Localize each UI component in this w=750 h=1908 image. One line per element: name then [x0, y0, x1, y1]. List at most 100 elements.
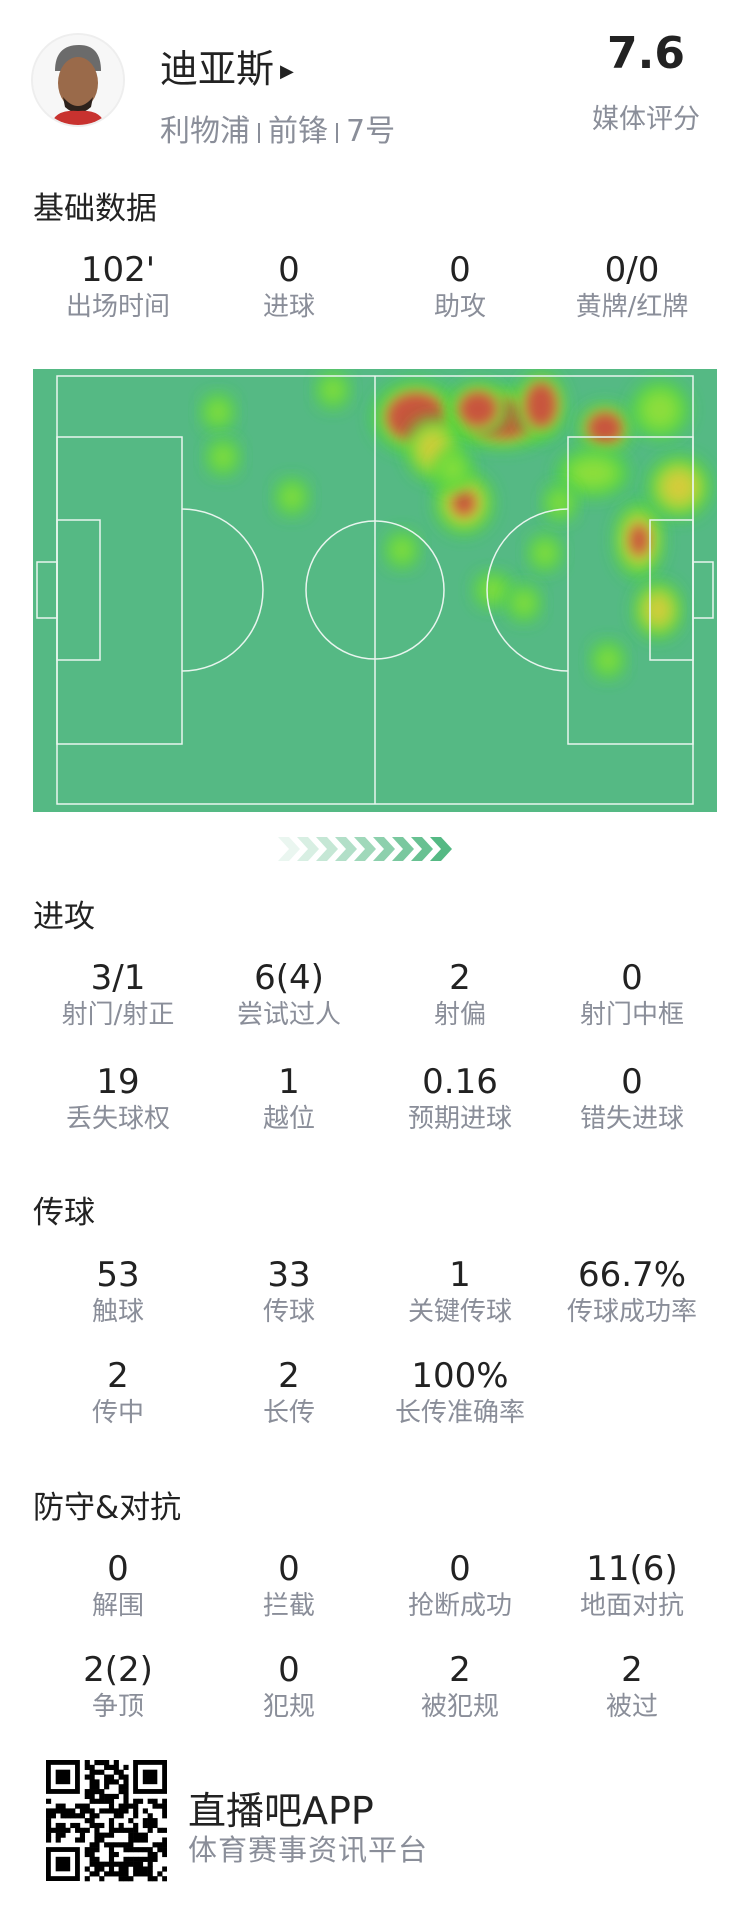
qr-module	[108, 1856, 115, 1862]
qr-module	[118, 1871, 124, 1877]
attack-direction-arrows	[278, 835, 478, 869]
divider	[336, 122, 338, 143]
stat-item: 19 丢失球权	[33, 1062, 203, 1136]
qr-module	[152, 1822, 158, 1829]
heat-spot	[436, 473, 492, 533]
stat-label: 射偏	[433, 1000, 486, 1030]
qr-module	[118, 1876, 124, 1882]
stat-item: 2 被过	[547, 1650, 717, 1724]
stat-label: 触球	[91, 1297, 144, 1327]
section-title-defense: 防守&对抗	[33, 1490, 182, 1526]
stat-value: 100%	[411, 1356, 509, 1396]
qr-module	[118, 1774, 124, 1780]
qr-module	[133, 1866, 139, 1872]
heat-spot	[632, 382, 688, 438]
qr-module	[108, 1822, 115, 1829]
heat-spot	[208, 439, 238, 475]
chevron-right-icon	[354, 837, 376, 861]
qr-module	[94, 1822, 100, 1829]
qr-module	[104, 1832, 110, 1838]
qr-module	[46, 1818, 52, 1824]
qr-module	[133, 1798, 139, 1804]
stat-item: 2 传中	[33, 1356, 203, 1430]
stat-label: 地面对抗	[579, 1591, 684, 1621]
qr-module	[113, 1764, 119, 1770]
qr-module	[108, 1842, 115, 1848]
stat-item: 1 越位	[204, 1062, 374, 1136]
qr-module	[147, 1851, 153, 1858]
qr-module	[137, 1856, 144, 1862]
qr-module	[123, 1803, 129, 1809]
section-title-attack: 进攻	[33, 899, 95, 935]
stat-item: 0 抢断成功	[375, 1549, 545, 1623]
qr-module	[162, 1847, 168, 1853]
stat-value: 0	[449, 1549, 471, 1589]
player-photo	[33, 35, 123, 125]
stat-item: 0 犯规	[204, 1650, 374, 1724]
qr-module	[113, 1779, 119, 1785]
qr-module	[162, 1866, 168, 1872]
stat-item: 66.7% 传球成功率	[547, 1255, 717, 1329]
qr-module	[108, 1832, 115, 1838]
qr-module	[94, 1779, 100, 1785]
stat-value: 19	[96, 1062, 140, 1102]
stat-value: 0	[278, 1650, 300, 1690]
heat-spot	[635, 582, 681, 638]
qr-module	[147, 1818, 153, 1824]
stat-value: 0	[449, 250, 471, 290]
qr-module	[89, 1764, 95, 1770]
qr-module	[123, 1808, 129, 1814]
qr-module	[123, 1764, 129, 1770]
qr-module	[94, 1813, 100, 1819]
qr-module	[99, 1861, 105, 1867]
qr-module	[46, 1827, 52, 1833]
stat-value: 53	[96, 1255, 140, 1295]
stat-value: 2	[107, 1356, 129, 1396]
qr-module	[147, 1876, 153, 1882]
stat-value: 0	[278, 250, 300, 290]
qr-module	[142, 1822, 148, 1829]
stat-item: 11(6) 地面对抗	[547, 1549, 717, 1623]
qr-module	[55, 1822, 61, 1829]
qr-module	[84, 1827, 90, 1833]
heat-spot	[558, 450, 628, 496]
chevron-right-icon	[335, 837, 357, 861]
qr-module	[75, 1837, 81, 1843]
stat-item: 53 触球	[33, 1255, 203, 1329]
stat-item: 2 被犯规	[375, 1650, 545, 1724]
qr-module	[99, 1822, 105, 1829]
qr-module	[142, 1856, 148, 1862]
qr-module	[142, 1808, 148, 1814]
qr-module	[128, 1837, 134, 1843]
qr-module	[89, 1813, 95, 1819]
qr-module	[108, 1847, 115, 1853]
app-name: 直播吧APP	[188, 1789, 374, 1833]
qr-module	[50, 1813, 56, 1819]
heat-spot	[387, 532, 417, 568]
player-name-link[interactable]: 迪亚斯 ▶	[160, 38, 294, 93]
qr-module	[123, 1789, 129, 1795]
stat-value: 2	[449, 1650, 471, 1690]
qr-module	[113, 1842, 119, 1848]
qr-module	[94, 1784, 100, 1790]
qr-module	[104, 1760, 110, 1766]
qr-module	[108, 1803, 115, 1809]
stat-value: 0.16	[422, 1062, 498, 1102]
qr-module	[128, 1876, 134, 1882]
qr-module	[65, 1813, 71, 1819]
qr-module	[113, 1769, 119, 1775]
stat-label: 尝试过人	[236, 1000, 341, 1030]
stat-label: 长传	[262, 1398, 315, 1428]
qr-module	[113, 1861, 119, 1867]
stat-label: 拦截	[262, 1591, 315, 1621]
qr-module	[89, 1847, 95, 1853]
qr-module	[152, 1798, 158, 1804]
player-avatar[interactable]	[31, 33, 125, 127]
qr-module	[147, 1856, 153, 1862]
qr-module	[147, 1813, 153, 1819]
qr-module	[133, 1856, 139, 1862]
qr-module	[128, 1832, 134, 1838]
qr-module	[104, 1871, 110, 1877]
qr-module	[46, 1822, 52, 1829]
stat-label: 解围	[91, 1591, 144, 1621]
